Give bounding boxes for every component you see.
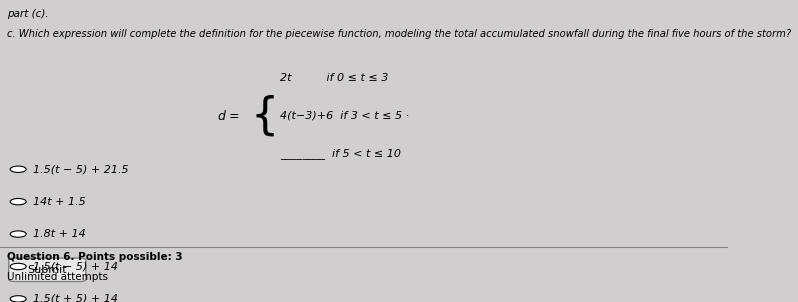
Text: 2t          if 0 ≤ t ≤ 3: 2t if 0 ≤ t ≤ 3 (280, 73, 389, 83)
Text: 1.8t + 14: 1.8t + 14 (33, 229, 85, 239)
Text: 1.5(t − 5) + 21.5: 1.5(t − 5) + 21.5 (33, 164, 128, 174)
Circle shape (10, 263, 26, 270)
FancyBboxPatch shape (9, 258, 86, 281)
Text: 1.5(t − 5) + 14: 1.5(t − 5) + 14 (33, 262, 118, 271)
Text: 4(t−3)+6  if 3 < t ≤ 5 ·: 4(t−3)+6 if 3 < t ≤ 5 · (280, 111, 409, 121)
Text: Unlimited attempts: Unlimited attempts (7, 272, 109, 282)
Circle shape (10, 296, 26, 302)
Text: ________  if 5 < t ≤ 10: ________ if 5 < t ≤ 10 (280, 148, 401, 159)
Circle shape (10, 166, 26, 172)
Text: Question 6. Points possible: 3: Question 6. Points possible: 3 (7, 252, 183, 262)
Text: $d$ =: $d$ = (217, 109, 240, 123)
Circle shape (10, 231, 26, 237)
Text: Submit: Submit (27, 265, 67, 275)
Text: c. Which expression will complete the definition for the piecewise function, mod: c. Which expression will complete the de… (7, 29, 792, 39)
Text: 14t + 1.5: 14t + 1.5 (33, 197, 85, 207)
Text: part (c).: part (c). (7, 9, 49, 19)
Text: 1.5(t + 5) + 14: 1.5(t + 5) + 14 (33, 294, 118, 302)
Circle shape (10, 198, 26, 205)
Text: {: { (251, 94, 279, 137)
